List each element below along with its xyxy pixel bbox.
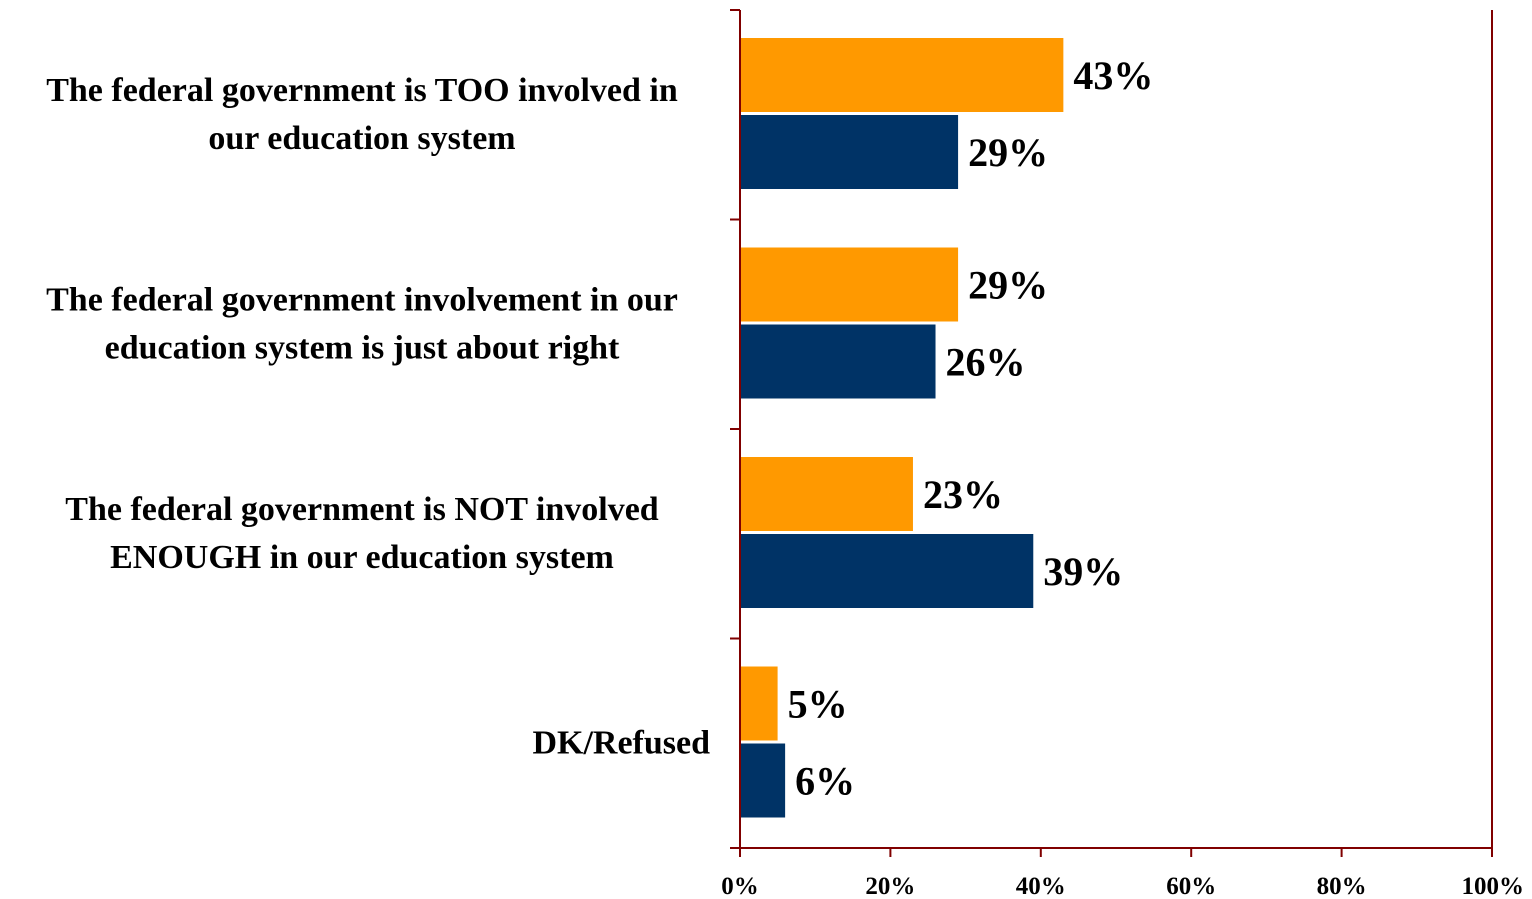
x-tick-label: 60% <box>1166 873 1216 899</box>
category-label-line: The federal government is NOT involved <box>65 491 658 528</box>
x-tick-label: 40% <box>1016 873 1066 899</box>
data-label-a-3: 5% <box>788 682 848 727</box>
data-label-b-3: 6% <box>795 759 855 804</box>
x-tick-label: 80% <box>1317 873 1367 899</box>
category-label-line: education system is just about right <box>105 329 620 366</box>
bars-layer <box>740 38 1064 818</box>
data-label-a-1: 29% <box>968 263 1048 308</box>
data-label-a-0: 43% <box>1073 53 1153 98</box>
tick-labels-layer: 0% 20% 40% 60% 80% 100% <box>721 873 1524 899</box>
data-label-b-0: 29% <box>968 130 1048 175</box>
category-label-1: The federal government involvement in ou… <box>46 281 678 366</box>
bar-a-3 <box>740 666 778 741</box>
category-label-0: The federal government is TOO involved i… <box>46 72 678 157</box>
category-label-line: The federal government is TOO involved i… <box>46 72 678 109</box>
bar-b-3 <box>740 743 786 818</box>
category-label-line: ENOUGH in our education system <box>110 539 614 576</box>
x-tick-label: 100% <box>1462 873 1525 899</box>
bar-b-2 <box>740 534 1034 608</box>
category-label-2: The federal government is NOT involved EN… <box>65 491 658 576</box>
data-label-a-2: 23% <box>923 472 1003 517</box>
category-label-3: DK/Refused <box>532 724 710 761</box>
bar-a-2 <box>740 457 913 531</box>
bar-b-1 <box>740 324 936 399</box>
data-labels-layer: 43% 29% 29% 26% 23% 39% 5% 6% <box>788 53 1154 804</box>
category-label-line: our education system <box>208 120 515 157</box>
data-label-b-2: 39% <box>1043 549 1123 594</box>
category-label-line: The federal government involvement in ou… <box>46 281 678 318</box>
bar-a-0 <box>740 38 1064 112</box>
axes-layer <box>730 9 1493 857</box>
x-tick-label: 0% <box>721 873 759 899</box>
bar-a-1 <box>740 247 959 322</box>
category-label-line: DK/Refused <box>532 724 710 761</box>
bar-b-0 <box>740 115 959 189</box>
category-labels-layer: The federal government is TOO involved i… <box>46 72 710 762</box>
data-label-b-1: 26% <box>946 340 1026 385</box>
x-tick-label: 20% <box>865 873 915 899</box>
